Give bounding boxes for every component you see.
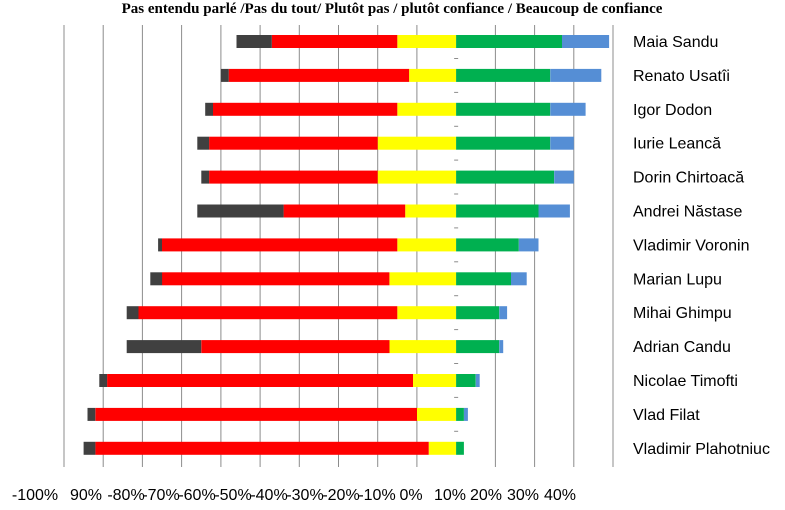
category-labels: Maia Sandu Renato Usatîi Igor Dodon Iurie L… xyxy=(633,34,770,458)
bar-segment xyxy=(550,136,574,150)
x-tick-label: -30% xyxy=(286,487,323,504)
x-tick-label: -80% xyxy=(107,487,144,504)
bar-segment xyxy=(197,136,210,150)
bar-segment xyxy=(456,35,562,48)
x-tick-label: -40% xyxy=(250,487,287,504)
bar-segment xyxy=(464,407,468,421)
x-tick-label: -100% xyxy=(12,487,58,504)
bars xyxy=(83,35,610,455)
category-label: Iurie Leancă xyxy=(633,136,721,153)
bar-segment xyxy=(562,35,610,48)
bar-segment xyxy=(456,136,551,150)
x-tick-label: 90% xyxy=(70,487,102,504)
zero-axis-ticks xyxy=(454,58,459,432)
category-label: Vladimir Plahotniuc xyxy=(633,441,770,458)
category-label: Vlad Filat xyxy=(633,407,700,424)
chart-title: Pas entendu parlé /Pas du tout/ Plutôt p… xyxy=(122,1,663,17)
bar-segment xyxy=(511,272,527,286)
bar-segment xyxy=(397,238,457,252)
bar-segment xyxy=(413,374,457,387)
bar-segment xyxy=(456,204,539,218)
bar-segment xyxy=(397,35,457,48)
x-tick-labels: -100% 90% -80%-70%-60%-50%-40%-30%-20%-10%… xyxy=(12,487,576,504)
category-label: Renato Usatîi xyxy=(633,68,730,85)
x-tick-label: -50% xyxy=(214,487,251,504)
category-label: Marian Lupu xyxy=(633,271,722,288)
category-label: Maia Sandu xyxy=(633,34,718,51)
x-tick-label: -70% xyxy=(142,487,179,504)
bar-segment xyxy=(475,374,480,387)
x-tick-label: -10% xyxy=(358,487,395,504)
category-label: Dorin Chirtoacă xyxy=(633,170,744,187)
bar-segment xyxy=(409,68,457,82)
bar-segment xyxy=(550,68,602,82)
bar-segment xyxy=(518,238,539,252)
bar-segment xyxy=(87,407,96,421)
bar-segment xyxy=(554,170,574,184)
bar-segment xyxy=(456,340,500,354)
bar-segment xyxy=(209,136,378,150)
category-label: Vladimir Voronin xyxy=(633,237,750,254)
category-label: Andrei Năstase xyxy=(633,204,742,221)
bar-segment xyxy=(220,68,229,82)
bar-segment xyxy=(538,204,570,218)
bar-segment xyxy=(416,407,457,421)
bar-segment xyxy=(213,102,398,116)
bar-segment xyxy=(201,340,390,354)
bar-segment xyxy=(397,102,457,116)
category-label: Nicolae Timofti xyxy=(633,373,738,390)
category-label: Igor Dodon xyxy=(633,102,712,119)
bar-segment xyxy=(456,238,519,252)
bar-segment xyxy=(95,441,429,455)
bar-segment xyxy=(162,238,398,252)
bar-segment xyxy=(107,374,413,387)
bar-segment xyxy=(126,306,139,320)
bar-segment xyxy=(499,340,504,354)
bar-segment xyxy=(456,441,464,455)
bar-segment xyxy=(99,374,108,387)
bar-segment xyxy=(126,340,202,354)
bar-segment xyxy=(377,170,457,184)
bar-segment xyxy=(271,35,398,48)
bar-segment xyxy=(377,136,457,150)
bar-segment xyxy=(150,272,163,286)
bar-segment xyxy=(499,306,508,320)
x-tick-label: -20% xyxy=(322,487,359,504)
bar-segment xyxy=(162,272,390,286)
bar-segment xyxy=(197,204,284,218)
bar-segment xyxy=(228,68,410,82)
x-tick-label: 0% xyxy=(399,487,422,504)
bar-segment xyxy=(550,102,586,116)
bar-segment xyxy=(95,407,418,421)
bar-segment xyxy=(158,238,162,252)
bar-segment xyxy=(201,170,210,184)
bar-segment xyxy=(405,204,457,218)
bar-segment xyxy=(428,441,457,455)
bar-segment xyxy=(456,102,551,116)
bar-segment xyxy=(397,306,457,320)
x-tick-label: 40% xyxy=(544,487,576,504)
category-label: Mihai Ghimpu xyxy=(633,305,732,322)
bar-segment xyxy=(83,441,96,455)
bar-segment xyxy=(456,374,476,387)
x-tick-label: -60% xyxy=(178,487,215,504)
bar-segment xyxy=(389,272,457,286)
bar-segment xyxy=(205,102,213,116)
bar-segment xyxy=(456,68,551,82)
bar-segment xyxy=(138,306,398,320)
x-tick-label: 30% xyxy=(507,487,539,504)
category-label: Adrian Candu xyxy=(633,339,731,356)
bar-segment xyxy=(456,306,500,320)
bar-segment xyxy=(283,204,406,218)
bar-segment xyxy=(236,35,272,48)
x-tick-label: 20% xyxy=(470,487,502,504)
bar-segment xyxy=(209,170,378,184)
x-tick-label: 10% xyxy=(434,487,466,504)
bar-segment xyxy=(456,272,511,286)
bar-segment xyxy=(389,340,457,354)
bar-segment xyxy=(456,407,464,421)
bar-segment xyxy=(456,170,555,184)
